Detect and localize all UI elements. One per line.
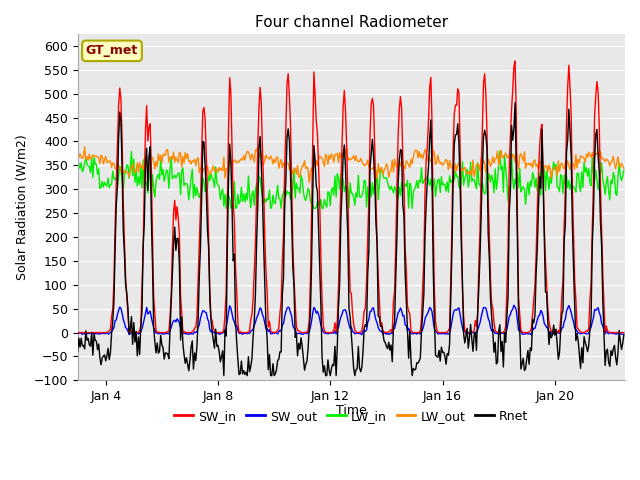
Text: GT_met: GT_met	[86, 44, 138, 57]
Title: Four channel Radiometer: Four channel Radiometer	[255, 15, 448, 30]
Legend: SW_in, SW_out, LW_in, LW_out, Rnet: SW_in, SW_out, LW_in, LW_out, Rnet	[170, 405, 533, 428]
Y-axis label: Solar Radiation (W/m2): Solar Radiation (W/m2)	[15, 134, 28, 280]
X-axis label: Time: Time	[336, 405, 367, 418]
